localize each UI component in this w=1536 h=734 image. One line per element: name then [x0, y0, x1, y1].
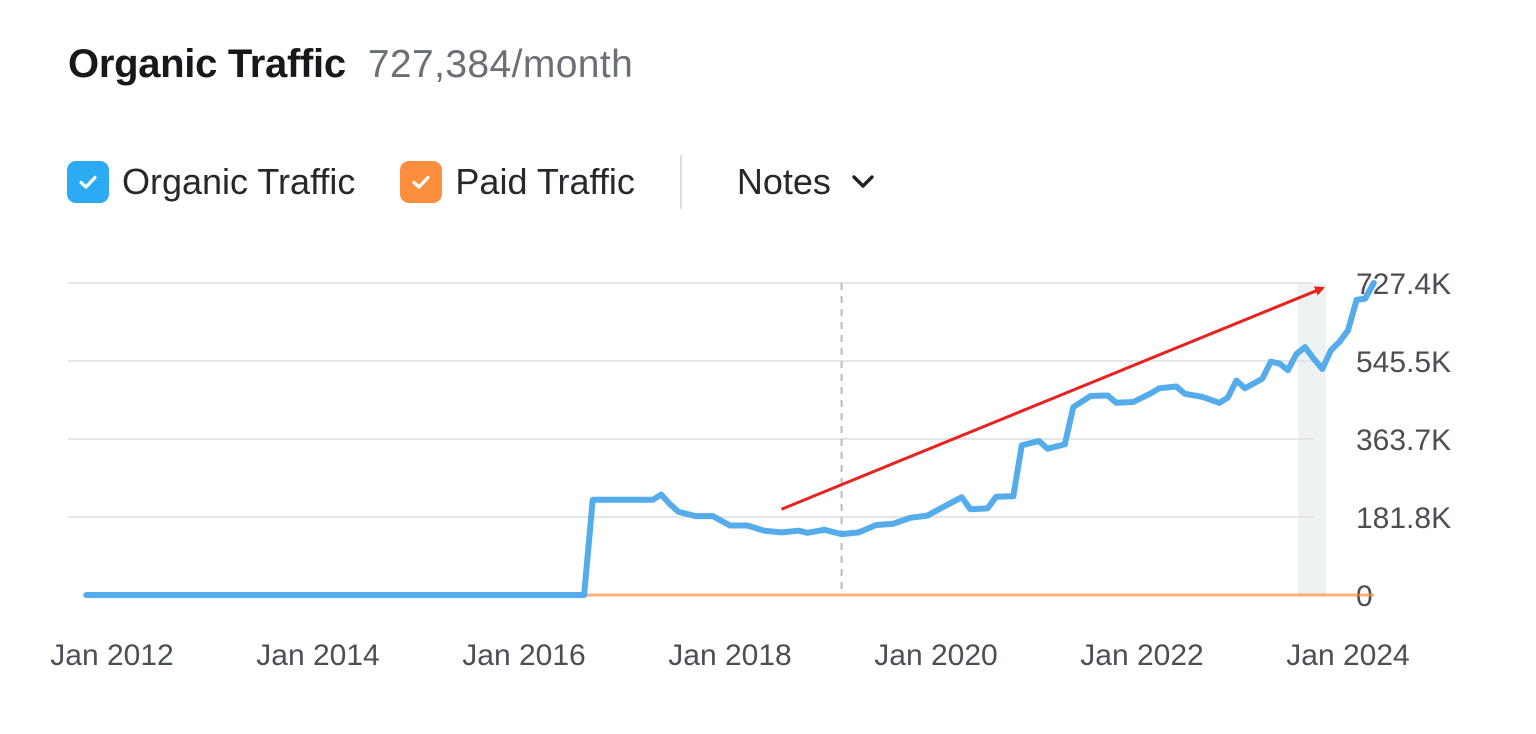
series-organic-traffic	[83, 280, 1377, 598]
legend-label-paid: Paid Traffic	[455, 161, 635, 202]
chart-header: Organic Traffic 727,384/month	[68, 42, 633, 87]
x-tick-label: Jan 2014	[256, 639, 379, 672]
x-tick-label: Jan 2012	[50, 639, 173, 672]
checkbox-checked-icon[interactable]	[67, 161, 109, 203]
x-tick-label: Jan 2022	[1080, 639, 1203, 672]
chevron-down-icon	[852, 175, 874, 188]
x-tick-label: Jan 2020	[874, 639, 997, 672]
legend: Organic Traffic Paid Traffic Notes	[67, 155, 877, 209]
y-tick-label: 181.8K	[1356, 502, 1451, 535]
traffic-value: 727,384/month	[367, 43, 634, 86]
notes-dropdown[interactable]: Notes	[737, 161, 877, 203]
trend-arrow	[780, 286, 1326, 511]
y-tick-label: 363.7K	[1356, 424, 1451, 457]
legend-label-organic: Organic Traffic	[122, 161, 356, 202]
y-tick-label: 545.5K	[1356, 346, 1451, 379]
x-tick-label: Jan 2018	[668, 639, 791, 672]
legend-divider	[679, 155, 682, 209]
x-tick-label: Jan 2024	[1286, 639, 1409, 672]
checkbox-checked-icon[interactable]	[400, 161, 443, 203]
legend-organic-traffic[interactable]: Organic Traffic	[67, 161, 355, 203]
x-tick-label: Jan 2016	[462, 639, 585, 672]
notes-label: Notes	[736, 161, 831, 202]
legend-paid-traffic[interactable]: Paid Traffic	[400, 161, 635, 203]
chart-title: Organic Traffic	[68, 42, 346, 86]
